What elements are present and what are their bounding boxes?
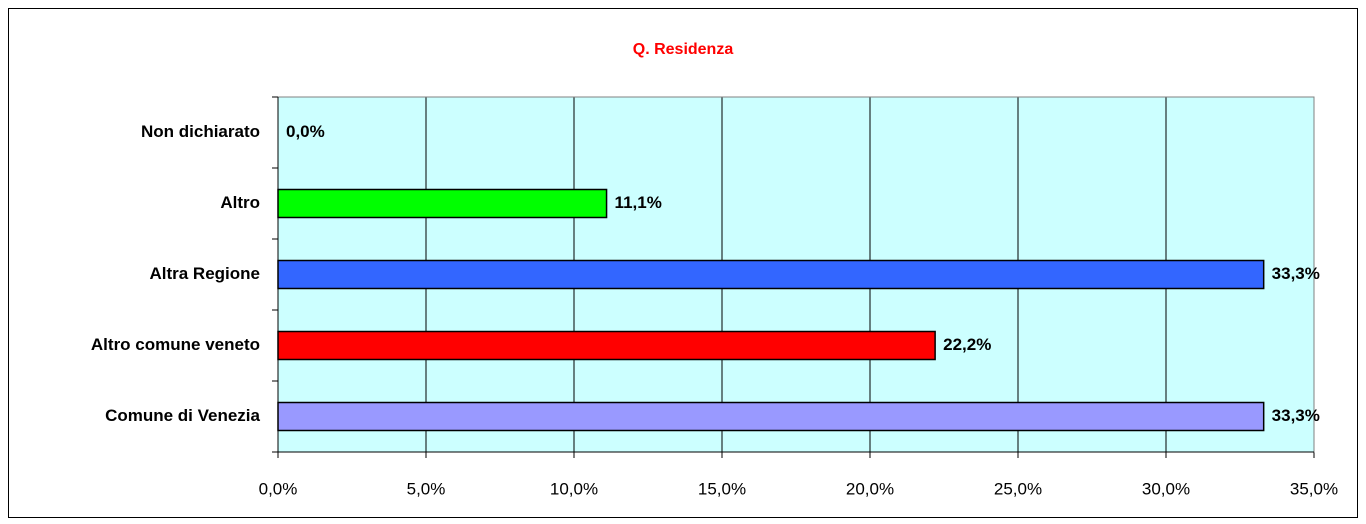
- bar: [277, 401, 1265, 432]
- value-label: 33,3%: [1272, 406, 1320, 425]
- value-label: 33,3%: [1272, 264, 1320, 283]
- x-tick-label: 30,0%: [1142, 479, 1190, 498]
- x-tick-label: 0,0%: [259, 479, 298, 498]
- chart-title: Q. Residenza: [633, 41, 734, 58]
- x-tick-label: 20,0%: [846, 479, 894, 498]
- y-tick-label: Comune di Venezia: [105, 406, 260, 425]
- y-tick-label: Altro comune veneto: [91, 335, 260, 354]
- y-tick-label: Altro: [220, 193, 260, 212]
- y-tick-label: Non dichiarato: [141, 122, 260, 141]
- bar: [277, 188, 608, 219]
- bar: [277, 259, 1265, 290]
- x-tick-label: 5,0%: [407, 479, 446, 498]
- value-label: 11,1%: [615, 193, 662, 212]
- x-tick-label: 10,0%: [550, 479, 598, 498]
- x-tick-label: 15,0%: [698, 479, 746, 498]
- x-tick-label: 25,0%: [994, 479, 1042, 498]
- value-label: 0,0%: [286, 122, 325, 141]
- bar: [277, 330, 936, 361]
- y-tick-label: Altra Regione: [149, 264, 260, 283]
- value-label: 22,2%: [943, 335, 991, 354]
- x-tick-label: 35,0%: [1290, 479, 1338, 498]
